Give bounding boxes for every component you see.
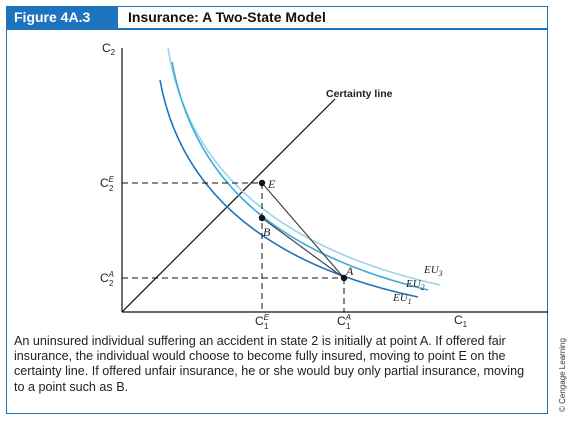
tick-c1e: CE 1 xyxy=(255,313,270,331)
unfair-insurance-line xyxy=(261,217,345,279)
figure-caption: An uninsured individual suffering an acc… xyxy=(14,334,525,394)
point-e xyxy=(258,179,266,187)
figure-header: Figure 4A.3 Insurance: A Two-State Model xyxy=(6,6,548,28)
figure-label: Figure 4A.3 xyxy=(6,6,118,28)
tick-c2a: CA 2 xyxy=(100,270,114,288)
eu1-label: EU1 xyxy=(392,292,412,306)
figure-frame xyxy=(6,6,548,414)
header-rule xyxy=(6,28,548,30)
point-b-label: B xyxy=(263,225,271,239)
eu3-label: EU3 xyxy=(423,264,443,278)
eu2-curve xyxy=(171,61,429,291)
eu1-curve xyxy=(159,79,419,298)
point-b xyxy=(258,214,266,222)
certainty-line-label: Certainty line xyxy=(326,88,393,100)
eu2-label: EU2 xyxy=(405,278,425,292)
point-a xyxy=(340,274,348,282)
y-axis-label: C2 xyxy=(102,41,116,57)
tick-c2e: CE 2 xyxy=(100,175,115,193)
x-axis-label: C1 xyxy=(454,313,468,329)
certainty-line xyxy=(121,98,336,313)
figure-title: Insurance: A Two-State Model xyxy=(128,9,326,25)
point-a-label: A xyxy=(345,264,354,278)
fair-insurance-line xyxy=(261,182,345,279)
tick-c1a: CA 1 xyxy=(337,313,351,331)
copyright-credit: © Cengage Learning xyxy=(558,338,567,412)
point-e-label: E xyxy=(267,177,276,191)
